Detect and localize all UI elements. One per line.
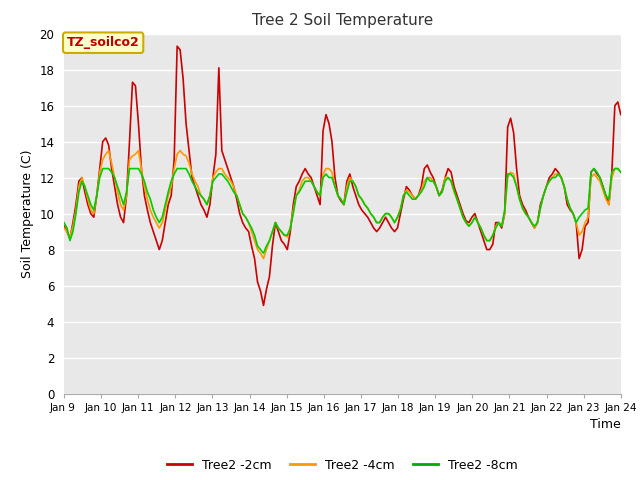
- Tree2 -4cm: [617, 169, 625, 175]
- Legend: Tree2 -2cm, Tree2 -4cm, Tree2 -8cm: Tree2 -2cm, Tree2 -4cm, Tree2 -8cm: [162, 454, 523, 477]
- Tree2 -4cm: [105, 148, 113, 154]
- Tree2 -4cm: [120, 207, 127, 213]
- Tree2 -2cm: [248, 243, 255, 249]
- Tree2 -2cm: [617, 112, 625, 118]
- Tree2 -2cm: [605, 202, 612, 207]
- Tree2 -4cm: [248, 228, 255, 234]
- Tree2 -4cm: [605, 202, 612, 207]
- X-axis label: Time: Time: [590, 418, 621, 431]
- Tree2 -8cm: [63, 225, 71, 231]
- Y-axis label: Soil Temperature (C): Soil Temperature (C): [20, 149, 34, 278]
- Line: Tree2 -8cm: Tree2 -8cm: [64, 168, 621, 253]
- Tree2 -2cm: [63, 228, 71, 234]
- Line: Tree2 -4cm: Tree2 -4cm: [64, 151, 621, 259]
- Tree2 -4cm: [60, 225, 68, 231]
- Tree2 -8cm: [605, 196, 612, 202]
- Tree2 -8cm: [233, 192, 241, 199]
- Tree2 -8cm: [248, 225, 255, 231]
- Line: Tree2 -2cm: Tree2 -2cm: [64, 46, 621, 305]
- Tree2 -4cm: [233, 192, 241, 199]
- Tree2 -8cm: [120, 202, 127, 207]
- Tree2 -8cm: [99, 166, 106, 171]
- Title: Tree 2 Soil Temperature: Tree 2 Soil Temperature: [252, 13, 433, 28]
- Tree2 -8cm: [617, 169, 625, 175]
- Tree2 -2cm: [233, 196, 241, 202]
- Tree2 -2cm: [116, 214, 124, 220]
- Tree2 -2cm: [60, 223, 68, 229]
- Tree2 -2cm: [260, 302, 268, 308]
- Tree2 -8cm: [60, 220, 68, 226]
- Text: TZ_soilco2: TZ_soilco2: [67, 36, 140, 49]
- Tree2 -8cm: [269, 228, 276, 234]
- Tree2 -4cm: [269, 228, 276, 234]
- Tree2 -4cm: [260, 256, 268, 262]
- Tree2 -2cm: [173, 43, 181, 49]
- Tree2 -2cm: [269, 243, 276, 249]
- Tree2 -8cm: [260, 251, 268, 256]
- Tree2 -4cm: [63, 228, 71, 234]
